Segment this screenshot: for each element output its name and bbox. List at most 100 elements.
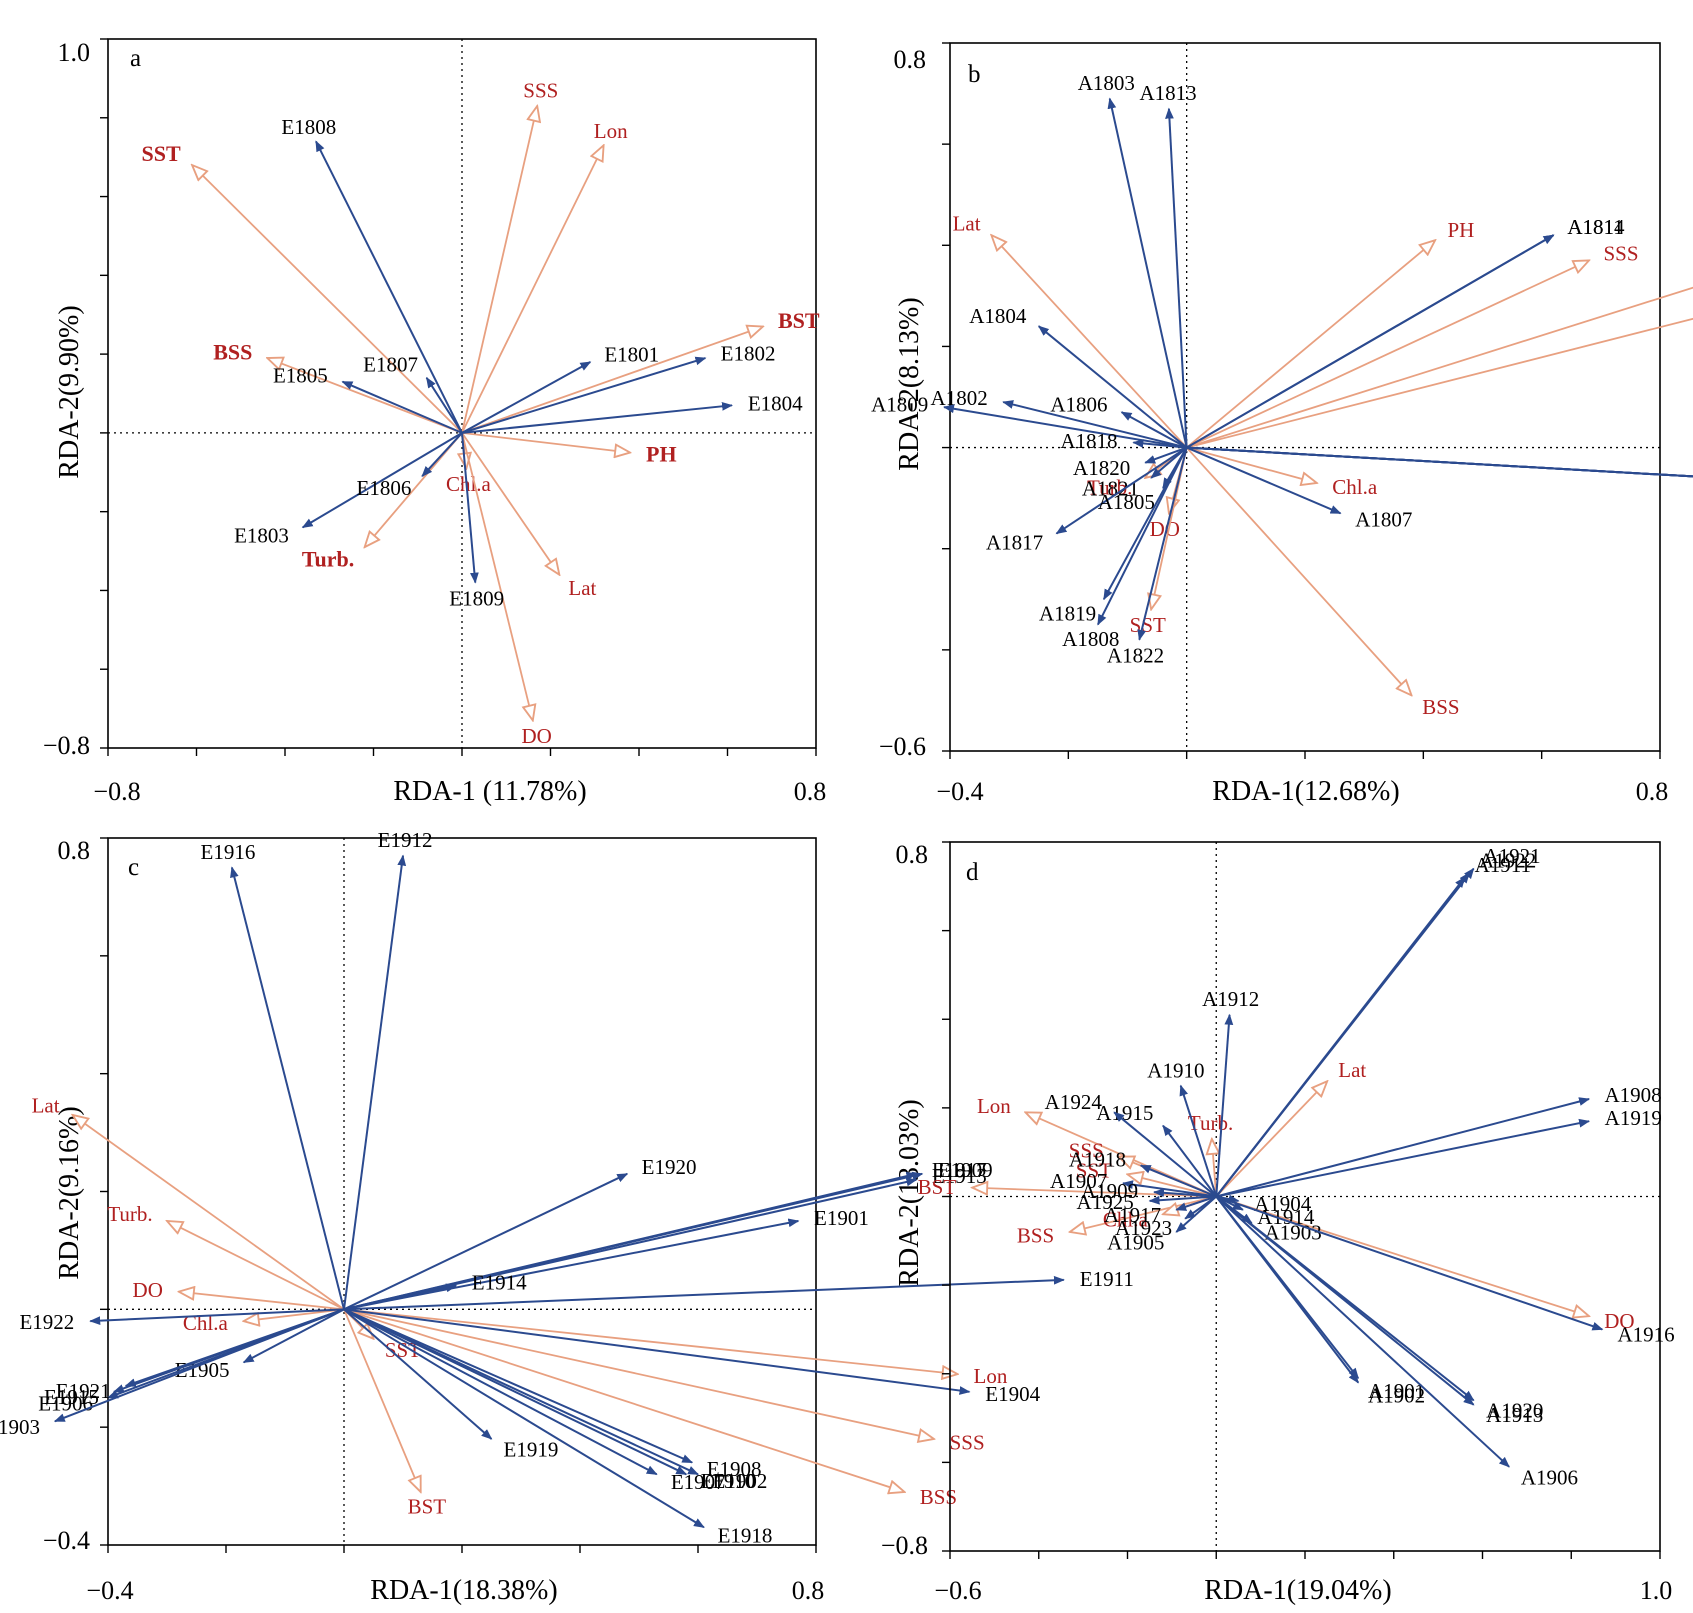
panel-d-species-label: A1916 [1617,1323,1674,1347]
panel-a-ytick-max: 1.0 [58,38,91,67]
panel-a-letter: a [130,45,141,72]
panel-a-species-label: E1807 [363,352,418,376]
panel-d-species-arrow [1175,1195,1217,1211]
panel-c-species-label: E1903 [0,1415,40,1439]
panel-c-ytick-min: −0.4 [43,1526,90,1555]
panel-c-species-label: E1918 [718,1524,773,1548]
panel-b-env-label: SST [1130,613,1166,637]
panel-c-species-label: E1922 [19,1310,74,1334]
panel-d-ytick-max: 0.8 [896,840,929,869]
panel-a-env-label: Lat [568,576,596,600]
panel-c-ytick-max: 0.8 [58,836,91,865]
panel-d-species-arrow [1215,1195,1510,1468]
panel-a-text: a RDA-1 (11.78%) RDA-2(9.90%) −0.8 0.8 1… [43,38,826,807]
panel-c-species-label: E1906 [38,1391,93,1415]
panel-b-species-label: A1813 [1139,81,1196,105]
panel-d-species-label: A1924 [1045,1090,1103,1114]
panel-d-env-arrow [1212,1139,1216,1197]
panel-c-species-arrow [343,1308,699,1476]
panel-d-env-label: DO [1604,1309,1634,1333]
panel-a-env-arrow [192,165,463,434]
panel-c-species-label: E1911 [1080,1267,1134,1291]
panel-a-env-arrow [461,327,763,434]
panel-b-env-label: BSS [1422,695,1459,719]
panel-b-species-arrow [1002,400,1187,449]
panel-c-species-label: E1919 [504,1438,559,1462]
panel-d-species-arrow [1162,1124,1218,1198]
panel-a-species-arrow [341,380,463,434]
panel-c-plot: LatTurb.DOChl.aSSTLonSSSBSSBSTE1916E1912… [0,828,1134,1553]
panel-b-species-label: A1806 [1050,393,1107,417]
panel-a-species-label: E1803 [234,524,289,548]
panel-a-species-label: E1808 [281,115,336,139]
panel-c-species-arrow [343,1308,971,1395]
panel-d-species-label: A1917 [1104,1203,1161,1227]
panel-b-xtick-min: −0.4 [936,777,983,806]
panel-c-species-label: E1904 [985,1382,1040,1406]
panel-c-species-label: E1912 [378,828,433,852]
panel-c-species-label: E1920 [642,1155,697,1179]
panel-d-species-arrow [1215,1195,1604,1331]
panel-c-species-arrow [343,1308,493,1440]
panel-a-species-arrow [421,432,463,478]
panel-c-species-label: E1901 [814,1206,869,1230]
panel-b-xtick-max: 0.8 [1636,777,1669,806]
panel-d-env-arrow [972,1188,1217,1198]
panel-a-ylabel: RDA-2(9.90%) [54,305,85,478]
panel-d-species-label: A1910 [1147,1058,1204,1082]
panel-d-species-arrow [1215,1013,1234,1197]
panel-d-env-label: SSS [1069,1139,1104,1163]
panel-c-env-label: Turb. [107,1202,152,1226]
panel-c-env-arrow [179,1292,345,1311]
panel-b-species-arrow [1107,97,1188,448]
panel-d-text: d RDA-1(19.04%) RDA-2(13.03%) −0.6 1.0 0… [881,840,1672,1606]
panel-c-env-label: SSS [950,1430,985,1454]
panel-a-species-label: E1804 [748,392,803,416]
panel-d-species-label: A1913 [1486,1403,1543,1427]
panel-b-letter: b [968,61,981,88]
panel-b-species-label: A1802 [931,386,988,410]
panel-a-species-arrow [301,432,463,529]
panel-d-species-label: A1925 [1077,1190,1134,1214]
panel-d-species-arrow [1179,1084,1218,1197]
panel-d-species-arrow [1215,1097,1591,1198]
panel-a-env-label: SSS [523,78,558,102]
panel-c-species-label: E1917 [932,1158,987,1182]
panel-a-env-arrow [461,106,537,434]
panel-d-env-label: BST [918,1175,957,1199]
panel-d-species-label: A1905 [1107,1231,1164,1255]
panel-c-env-arrow [73,1115,345,1311]
panel-d-env-arrow [1215,1195,1589,1317]
panel-a-xtick-min: −0.8 [93,777,140,806]
panel-b-species-arrow [1137,447,1188,641]
panel-b-species-label: A1821 [1082,476,1139,500]
panel-b-species-label: A1811 [1567,215,1623,239]
panel-b-env-label: Lat [953,211,981,235]
panel-a-env-label: PH [646,441,677,466]
panel-d-species-arrow [1215,1195,1475,1406]
panel-a-species-label: E1806 [357,476,412,500]
panel-b-species-label: A1803 [1078,71,1135,95]
panel-c-species-label: E1916 [201,840,256,864]
panel-a-species-label: E1809 [449,587,504,611]
panel-a-env-label: DO [521,724,551,748]
panel-d-species-arrow [1216,1118,1591,1198]
panel-c-frame [107,837,817,1546]
panel-d-species-arrow [1215,1195,1360,1384]
panel-c-species-arrow [343,1177,918,1311]
panel-d-species-label: A1920 [1486,1398,1543,1422]
panel-a-env-label: Chl.a [446,472,492,496]
panel-d-species-arrow [1148,1195,1217,1205]
panel-c-xtick-max: 0.8 [792,1576,825,1605]
panel-d-env-label: Lon [977,1094,1011,1118]
panel-b-env-arrow [1186,317,1693,449]
panel-c-text: c RDA-1(18.38%) RDA-2(9.16%) −0.4 0.8 0.… [43,836,824,1606]
panel-a-env-label: BST [778,308,820,333]
panel-c-species-label: E1910 [701,1469,756,1493]
panel-a-species-arrow [461,432,479,584]
panel-b-env-arrow [1186,260,1589,449]
panel-a-env-label: BSS [213,339,252,364]
panel-d-species-label: A1909 [1081,1179,1138,1203]
panel-d-species-label: A1907 [1050,1169,1107,1193]
